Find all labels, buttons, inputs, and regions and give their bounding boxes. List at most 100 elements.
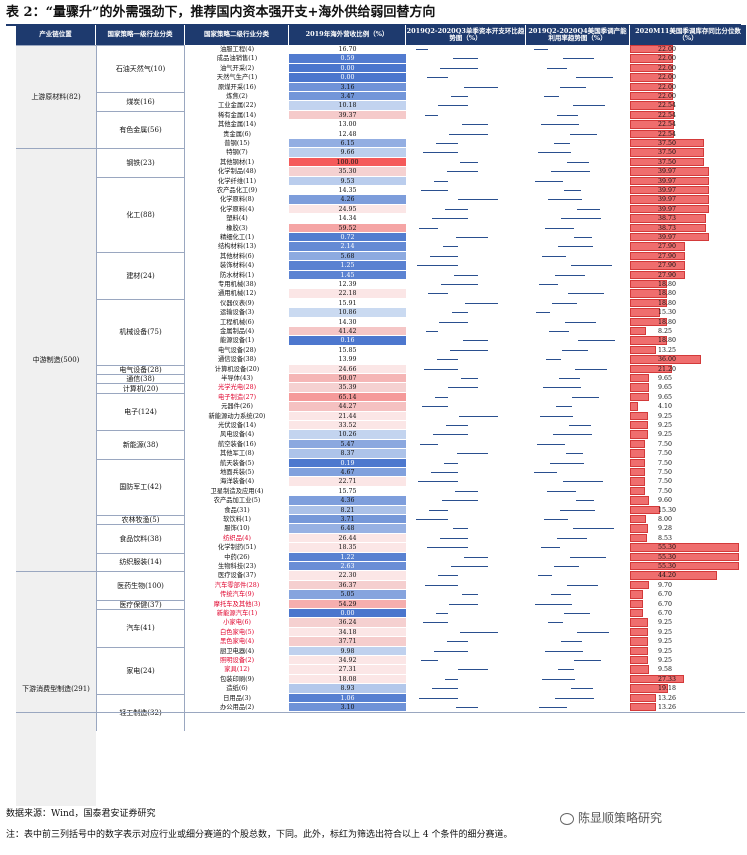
header-inventory-percentile: 2020M11美国季调库存同比分位数（%） [630, 25, 747, 45]
table-row: 办公用品(2) 3.10 13.26 [185, 703, 747, 713]
subcategory-label: 电子制造(27) [217, 393, 257, 401]
sparkline-segment [440, 67, 478, 69]
inventory-percentile-cell: 9.28 [630, 524, 747, 533]
table-row: 卫星制造及应用(4) 15.75 7.50 [185, 486, 747, 497]
overseas-ratio-value: 4.67 [289, 468, 406, 478]
capacity-sparkline [526, 73, 626, 82]
capacity-sparkline [526, 158, 626, 167]
watermark-text: 陈显顺策略研究 [578, 811, 663, 825]
percentile-bar [630, 543, 739, 552]
sparkline-segment [549, 331, 569, 332]
subcategory-label: 塑料(4) [226, 215, 248, 223]
sparkline-segment [557, 537, 587, 539]
overseas-ratio-value: 15.75 [289, 486, 406, 497]
percentile-value: 6.70 [658, 591, 673, 599]
table-row: 厨卫电器(4) 9.98 9.25 [185, 646, 747, 656]
capex-sparkline [406, 308, 526, 317]
table-row: 天然气生产(1) 0.00 22.00 [185, 73, 747, 83]
subcategory-label: 纺织品(4) [223, 534, 251, 542]
capacity-sparkline [526, 289, 626, 298]
subcategory-label: 海洋装备(4) [219, 478, 255, 486]
sparkline-segment [550, 462, 584, 464]
capex-sparkline [406, 543, 526, 552]
percentile-value: 9.25 [658, 619, 673, 627]
capex-sparkline [406, 318, 526, 327]
overseas-ratio-value: 10.26 [289, 430, 406, 440]
sparkline-segment [428, 293, 448, 295]
header-overseas-ratio: 2019年海外营收比例（%） [289, 25, 406, 45]
sparkline-segment [576, 500, 594, 502]
capex-sparkline [406, 459, 526, 468]
sparkline-segment [548, 622, 563, 624]
overseas-ratio-value: 41.42 [289, 327, 406, 337]
percentile-bar [630, 167, 709, 176]
subcategory-label: 传统汽车(9) [219, 591, 255, 599]
sparkline-segment [430, 255, 458, 257]
percentile-bar [630, 251, 685, 261]
inventory-percentile-cell: 6.70 [630, 609, 747, 618]
table-row: 医疗设备(37) 22.30 44.20 [185, 571, 747, 581]
table-row: 原煤开采(16) 3.16 22.00 [185, 82, 747, 92]
percentile-bar [630, 139, 704, 148]
percentile-value: 36.00 [658, 356, 677, 364]
sparkline-segment [575, 368, 607, 370]
capacity-sparkline [526, 205, 626, 214]
table-row: 能源设备(1) 0.16 18.80 [185, 336, 747, 346]
table-row: 通用机械(12) 22.18 18.80 [185, 289, 747, 299]
sparkline-segment [441, 284, 478, 285]
subcategory-label: 小家电(6) [223, 619, 251, 627]
inventory-percentile-cell: 9.60 [630, 496, 747, 505]
capex-sparkline [406, 233, 526, 242]
overseas-ratio-value: 1.06 [289, 693, 406, 703]
overseas-ratio-value: 9.53 [289, 176, 406, 186]
sparkline-segment [449, 603, 478, 605]
header-capacity-trend: 2019Q2-2020Q4美国季调产能利用率趋势图（%） [526, 25, 630, 45]
percentile-value: 38.73 [658, 215, 677, 223]
sparkline-segment [573, 528, 614, 530]
capacity-sparkline [526, 656, 626, 665]
sparkline-segment [558, 246, 593, 248]
sparkline-segment [448, 387, 478, 389]
percentile-value: 13.26 [658, 694, 677, 702]
category-cell: 农林牧渔(5) [96, 515, 185, 525]
percentile-value: 4.10 [658, 403, 673, 411]
subcategory-label: 计算机设备(20) [214, 365, 260, 373]
capex-sparkline [406, 346, 526, 355]
capex-sparkline [406, 534, 526, 543]
capex-sparkline [406, 496, 526, 505]
overseas-ratio-value: 27.31 [289, 665, 406, 675]
overseas-ratio-value: 59.52 [289, 223, 406, 233]
sparkline-segment [450, 349, 488, 351]
overseas-ratio-value: 5.05 [289, 590, 406, 600]
sparkline-segment [445, 678, 458, 680]
table-row: 农产品加工业(5) 4.36 9.60 [185, 496, 747, 506]
table-row: 包装印刷(9) 18.08 27.33 [185, 674, 747, 685]
percentile-value: 7.50 [658, 487, 673, 495]
sparkline-segment [557, 114, 578, 116]
table-row: 炼焦(2) 3.47 22.00 [185, 92, 747, 102]
header-capex-trend: 2019Q2-2020Q3单季资本开支环比趋势图（%） [406, 25, 526, 45]
capacity-sparkline [526, 421, 626, 430]
percentile-bar [630, 280, 667, 289]
sector-cell: 上游原材料(82) [16, 45, 96, 149]
subcategory-label: 农产品化工(9) [216, 187, 258, 194]
overseas-ratio-value: 2.63 [289, 562, 406, 572]
percentile-bar [630, 637, 649, 646]
percentile-value: 8.00 [658, 516, 673, 523]
category-cell: 建材(24) [96, 251, 185, 299]
overseas-ratio-value: 34.18 [289, 627, 406, 638]
subcategory-label: 成品油销售(1) [216, 55, 258, 63]
capex-sparkline [406, 506, 526, 515]
inventory-percentile-cell: 15.30 [630, 308, 747, 317]
subcategory-label: 精细化工(1) [219, 234, 255, 241]
overseas-ratio-value: 8.21 [289, 505, 406, 515]
percentile-bar [630, 176, 709, 185]
percentile-bar [630, 693, 657, 702]
table-row: 运输设备(3) 10.86 15.30 [185, 308, 747, 318]
capex-sparkline [406, 64, 526, 73]
percentile-value: 27.90 [658, 243, 677, 251]
sparkline-segment [545, 650, 583, 652]
table-row: 元器件(26) 44.27 4.10 [185, 402, 747, 412]
percentile-bar [630, 345, 657, 355]
overseas-ratio-value: 35.30 [289, 167, 406, 177]
